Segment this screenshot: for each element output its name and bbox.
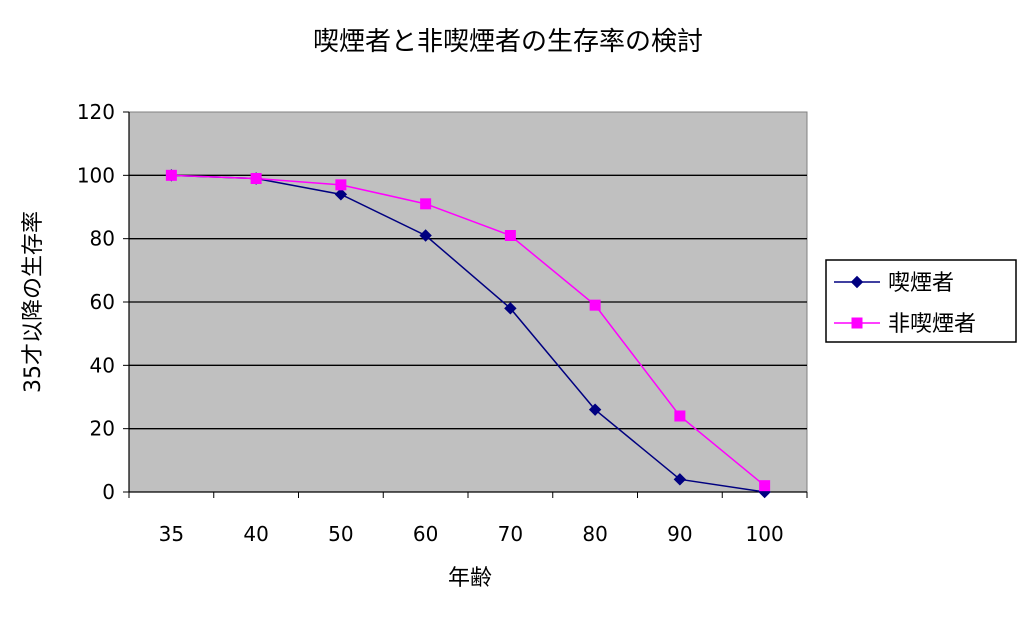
x-tick-label: 90 <box>667 522 692 546</box>
x-tick-label: 50 <box>328 522 353 546</box>
x-tick-label: 60 <box>413 522 438 546</box>
y-tick-label: 20 <box>90 417 115 441</box>
legend-label: 非喫煙者 <box>888 312 976 337</box>
data-point-square <box>504 230 516 241</box>
grid-lines <box>129 174 807 430</box>
data-point-diamond <box>419 229 432 242</box>
data-point-diamond <box>673 473 687 486</box>
series-2 <box>165 169 771 492</box>
data-point-diamond <box>850 275 864 289</box>
data-point-square <box>165 169 177 181</box>
x-axis-label: 年齢 <box>448 566 492 591</box>
legend-item: 非喫煙者 <box>834 312 976 337</box>
data-point-diamond <box>334 188 348 201</box>
series-line <box>171 174 766 487</box>
axes <box>123 111 808 498</box>
y-tick-label: 100 <box>77 163 115 187</box>
data-point-square <box>759 480 771 492</box>
legend-label: 喫煙者 <box>888 271 954 296</box>
data-point-square <box>589 299 601 311</box>
chart-title: 喫煙者と非喫煙者の生存率の検討 <box>313 27 703 57</box>
y-tick-label: 120 <box>77 100 115 124</box>
y-tick-label: 60 <box>90 290 115 314</box>
data-point-diamond <box>588 403 602 416</box>
data-point-square <box>674 410 686 422</box>
x-tick-label: 80 <box>582 522 607 546</box>
x-tick-label: 100 <box>746 522 784 546</box>
data-point-square <box>335 179 347 191</box>
data-point-diamond <box>504 302 517 315</box>
y-axis-label: 35才以降の生存率 <box>21 211 46 393</box>
legend-item: 喫煙者 <box>834 271 954 296</box>
data-point-square <box>851 317 863 329</box>
series-group <box>165 169 771 499</box>
y-tick-label: 0 <box>102 480 115 504</box>
y-tick-label: 80 <box>90 227 115 251</box>
x-tick-label: 35 <box>159 522 184 546</box>
x-tick-label: 40 <box>243 522 268 546</box>
x-tick-label: 70 <box>498 522 523 546</box>
y-tick-label: 40 <box>90 353 115 377</box>
data-point-square <box>250 173 262 184</box>
data-point-square <box>420 198 432 210</box>
series-line <box>171 174 765 493</box>
x-tick-labels: 35 40 50 60 70 80 90 100 <box>159 522 784 546</box>
y-tick-labels: 0 20 40 60 80 100 120 <box>77 100 115 504</box>
